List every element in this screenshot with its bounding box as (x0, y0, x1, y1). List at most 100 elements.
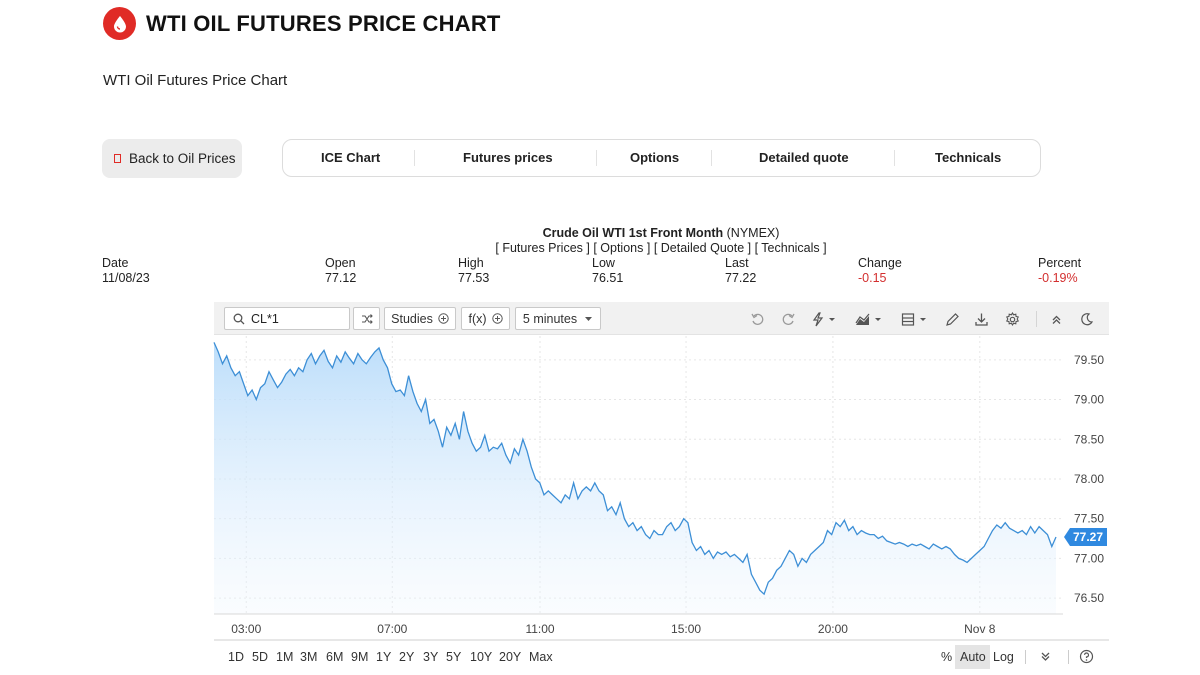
y-tick-label: 77.00 (1074, 551, 1104, 565)
stat-high: High 77.53 (458, 256, 489, 286)
stat-label: High (458, 256, 484, 270)
stat-change: Change -0.15 (858, 256, 902, 286)
range-2y[interactable]: 2Y (399, 650, 415, 664)
link-futures-prices[interactable]: [ Futures Prices ] (495, 241, 590, 255)
studies-button[interactable]: Studies (384, 307, 456, 330)
tab-divider (596, 150, 597, 166)
tab-detailed-quote[interactable]: Detailed quote (759, 150, 849, 165)
range-3m[interactable]: 3M (300, 650, 318, 664)
tab-divider (894, 150, 895, 166)
back-to-oil-prices-button[interactable]: Back to Oil Prices (102, 139, 242, 178)
functions-button[interactable]: f(x) (461, 307, 510, 330)
scale-divider (1025, 650, 1026, 664)
x-tick-label: 15:00 (671, 622, 701, 636)
range-1m[interactable]: 1M (276, 650, 294, 664)
stat-value: -0.15 (858, 271, 887, 285)
price-line (213, 342, 1057, 596)
range-1y[interactable]: 1Y (376, 650, 392, 664)
symbol-input[interactable] (251, 311, 341, 326)
redo-icon[interactable] (779, 310, 797, 328)
document-icon (114, 154, 121, 163)
stat-value: 77.22 (725, 271, 757, 285)
collapse-icon[interactable] (1047, 310, 1065, 328)
exchange-label: (NYMEX) (726, 226, 780, 240)
link-options[interactable]: [ Options ] (593, 241, 651, 255)
pencil-icon[interactable] (943, 310, 961, 328)
range-10y[interactable]: 10Y (470, 650, 493, 664)
help-icon[interactable] (1079, 649, 1094, 669)
interval-label: 5 minutes (522, 311, 578, 326)
oil-drop-icon (103, 7, 136, 40)
link-detailed-quote[interactable]: [ Detailed Quote ] (653, 241, 752, 255)
x-tick-label: 07:00 (377, 622, 407, 636)
scale-log[interactable]: Log (993, 650, 1014, 664)
range-3y[interactable]: 3Y (423, 650, 439, 664)
symbol-search[interactable] (224, 307, 350, 330)
link-technicals[interactable]: [ Technicals ] (754, 241, 827, 255)
range-9m[interactable]: 9M (351, 650, 369, 664)
layout-icon[interactable] (900, 310, 930, 328)
y-tick-label: 79.50 (1074, 353, 1104, 367)
y-tick-label: 79.00 (1074, 393, 1104, 407)
x-tick-label: 03:00 (231, 622, 261, 636)
page-title: WTI OIL FUTURES PRICE CHART (146, 10, 501, 36)
stat-value: 77.12 (325, 271, 357, 285)
interval-select[interactable]: 5 minutes (515, 307, 601, 330)
x-tick-label: 20:00 (818, 622, 848, 636)
expand-down-icon[interactable] (1039, 650, 1052, 668)
quote-title: Crude Oil WTI 1st Front Month (NYMEX) (0, 226, 1200, 240)
tab-technicals[interactable]: Technicals (935, 150, 1002, 165)
stat-low: Low 76.51 (592, 256, 623, 286)
chart-type-icon[interactable] (854, 310, 884, 328)
undo-icon[interactable] (748, 310, 766, 328)
y-tick-label: 78.00 (1074, 472, 1104, 486)
scale-percent[interactable]: % (941, 650, 953, 664)
stat-label: Date (102, 256, 129, 270)
stat-open: Open 77.12 (325, 256, 356, 286)
tab-ice-chart[interactable]: ICE Chart (321, 150, 381, 165)
stat-label: Percent (1038, 256, 1082, 270)
stat-label: Change (858, 256, 902, 270)
range-6m[interactable]: 6M (326, 650, 344, 664)
auto-scale-highlight (955, 645, 990, 669)
stat-last: Last 77.22 (725, 256, 756, 286)
stat-label: Open (325, 256, 356, 270)
stat-value: 11/08/23 (102, 271, 150, 285)
range-1d[interactable]: 1D (228, 650, 244, 664)
studies-label: Studies (391, 311, 433, 326)
plus-circle-icon (438, 313, 449, 324)
stat-percent: Percent -0.19% (1038, 256, 1081, 286)
page-subtitle: WTI Oil Futures Price Chart (103, 72, 288, 89)
x-tick-label: 11:00 (525, 622, 554, 636)
lightning-icon[interactable] (809, 310, 839, 328)
toolbar-divider (1036, 311, 1037, 327)
y-tick-label: 78.50 (1074, 432, 1104, 446)
compare-button[interactable] (353, 307, 380, 330)
tab-bar: ICE Chart Futures prices Options Detaile… (282, 139, 1041, 177)
range-max[interactable]: Max (529, 650, 553, 664)
range-5y[interactable]: 5Y (446, 650, 462, 664)
last-price-tag (1064, 527, 1107, 546)
tab-futures-prices[interactable]: Futures prices (463, 150, 553, 165)
last-price-label: 77.27 (1073, 530, 1103, 544)
y-tick-label: 76.50 (1074, 591, 1104, 605)
caret-down-icon (585, 316, 593, 321)
search-icon (233, 313, 245, 324)
tab-divider (711, 150, 712, 166)
range-20y[interactable]: 20Y (499, 650, 522, 664)
price-area-fill (214, 342, 1056, 614)
stat-value: -0.19% (1038, 271, 1078, 285)
dark-mode-icon[interactable] (1077, 310, 1095, 328)
scale-divider (1068, 650, 1069, 664)
tab-options[interactable]: Options (630, 150, 680, 165)
scale-auto[interactable]: Auto (960, 650, 986, 664)
range-5d[interactable]: 5D (252, 650, 268, 664)
instrument-name: Crude Oil WTI 1st Front Month (542, 226, 724, 240)
shuffle-icon (361, 313, 373, 324)
download-icon[interactable] (972, 310, 990, 328)
settings-icon[interactable] (1003, 310, 1021, 328)
stat-label: Low (592, 256, 615, 270)
functions-label: f(x) (468, 311, 487, 326)
quote-links: [ Futures Prices ] [ Options ] [ Detaile… (0, 241, 1200, 255)
